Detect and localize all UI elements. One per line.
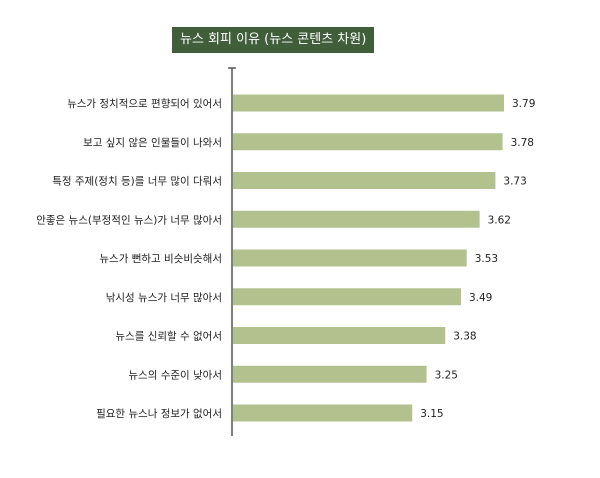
category-label: 뉴스의 수준이 낮아서	[128, 369, 222, 381]
value-label: 3.79	[512, 98, 535, 110]
chart-title: 뉴스 회피 이유 (뉴스 콘텐츠 차원)	[172, 27, 375, 53]
value-label: 3.49	[469, 292, 492, 304]
bar	[233, 172, 496, 189]
category-label: 뉴스가 정치적으로 편향되어 있어서	[67, 97, 222, 110]
bar	[233, 288, 461, 306]
value-label: 3.15	[420, 408, 443, 420]
bar	[233, 133, 503, 151]
category-label: 보고 싶지 않은 인물들이 나와서	[83, 137, 222, 149]
category-label: 안좋은 뉴스(부정적인 뉴스)가 너무 많아서	[36, 214, 222, 226]
category-label: 낚시성 뉴스가 너무 많아서	[106, 292, 222, 304]
bar	[233, 327, 446, 344]
value-label: 3.78	[511, 137, 534, 149]
bar	[233, 249, 467, 267]
bar	[233, 210, 480, 228]
bar	[233, 94, 504, 112]
category-label: 특정 주제(정치 등)를 너무 많이 다뤄서	[52, 175, 222, 188]
bar	[233, 365, 427, 383]
value-label: 3.25	[435, 369, 458, 381]
value-label: 3.53	[475, 253, 498, 265]
value-label: 3.38	[453, 331, 476, 343]
category-label: 뉴스를 신뢰할 수 없어서	[115, 330, 222, 343]
bar	[233, 404, 413, 422]
value-label: 3.62	[488, 214, 511, 226]
value-label: 3.73	[503, 176, 526, 188]
category-label: 필요한 뉴스나 정보가 없어서	[96, 407, 222, 420]
category-label: 뉴스가 뻔하고 비슷비슷해서	[99, 252, 222, 265]
